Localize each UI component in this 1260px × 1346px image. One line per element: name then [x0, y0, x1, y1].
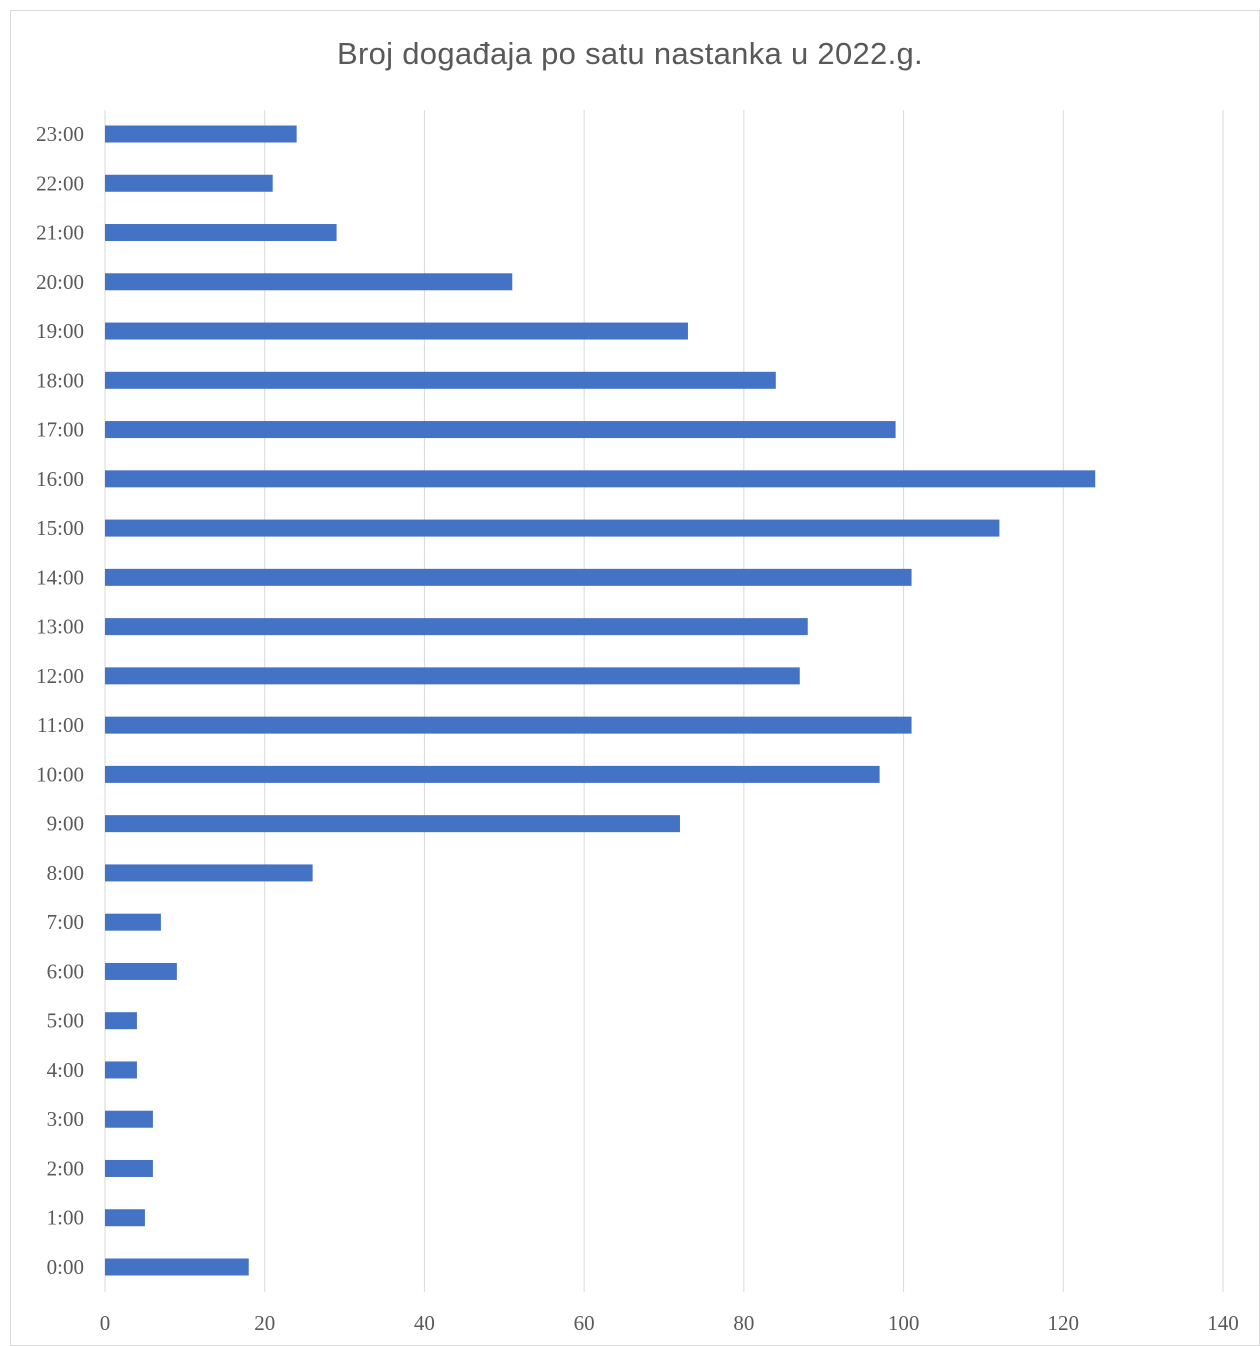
y-tick-label: 16:00 [36, 467, 84, 491]
x-tick-label: 40 [414, 1311, 435, 1335]
y-tick-label: 23:00 [36, 122, 84, 146]
bar [105, 519, 1000, 537]
y-tick-label: 3:00 [47, 1107, 84, 1131]
bar [105, 470, 1096, 488]
y-tick-label: 19:00 [36, 319, 84, 343]
bar [105, 1209, 145, 1227]
x-tick-label: 120 [1048, 1311, 1080, 1335]
bar [105, 618, 808, 636]
y-tick-label: 14:00 [36, 565, 84, 589]
y-tick-label: 2:00 [47, 1156, 84, 1180]
y-tick-label: 21:00 [36, 221, 84, 245]
x-tick-label: 60 [574, 1311, 595, 1335]
x-tick-label: 0 [100, 1311, 111, 1335]
bars [105, 125, 1096, 1276]
bar [105, 962, 177, 980]
y-tick-label: 20:00 [36, 270, 84, 294]
bar [105, 174, 273, 192]
bar [105, 1012, 137, 1030]
bar [105, 1110, 153, 1128]
y-axis-labels: 0:00 1:00 2:00 3:00 4:00 5:00 6:00 7:00 8:00 9:00… [36, 122, 84, 1279]
bar [105, 815, 680, 833]
gridlines [104, 110, 1224, 1292]
y-tick-label: 22:00 [36, 171, 84, 195]
y-tick-label: 7:00 [47, 910, 84, 934]
x-axis-labels: 0 20 40 60 80 100 120 140 [100, 1311, 1239, 1335]
y-tick-label: 10:00 [36, 762, 84, 786]
bar [105, 667, 800, 685]
bar [105, 1159, 153, 1177]
bar [105, 322, 688, 340]
bar [105, 716, 912, 734]
y-tick-label: 13:00 [36, 615, 84, 639]
y-tick-label: 15:00 [36, 516, 84, 540]
bar [105, 765, 880, 783]
bar [105, 1258, 249, 1276]
bar [105, 864, 313, 882]
bar [105, 125, 297, 143]
y-tick-label: 12:00 [36, 664, 84, 688]
y-tick-label: 0:00 [47, 1255, 84, 1279]
y-tick-label: 6:00 [47, 959, 84, 983]
bar [105, 224, 337, 242]
y-tick-label: 4:00 [47, 1058, 84, 1082]
y-tick-label: 18:00 [36, 368, 84, 392]
bar [105, 371, 776, 389]
y-tick-label: 17:00 [36, 418, 84, 442]
bar [105, 1061, 137, 1079]
x-tick-label: 80 [733, 1311, 754, 1335]
y-tick-label: 8:00 [47, 861, 84, 885]
x-tick-label: 100 [888, 1311, 920, 1335]
bar [105, 913, 161, 931]
x-tick-label: 20 [254, 1311, 275, 1335]
bar [105, 273, 513, 291]
y-tick-label: 11:00 [37, 713, 84, 737]
x-tick-label: 140 [1207, 1311, 1239, 1335]
bar [105, 568, 912, 586]
bar [105, 421, 896, 439]
y-tick-label: 1:00 [47, 1206, 84, 1230]
y-tick-label: 5:00 [47, 1009, 84, 1033]
chart-title: Broj događaja po satu nastanka u 2022.g. [337, 36, 923, 71]
y-tick-label: 9:00 [47, 812, 84, 836]
